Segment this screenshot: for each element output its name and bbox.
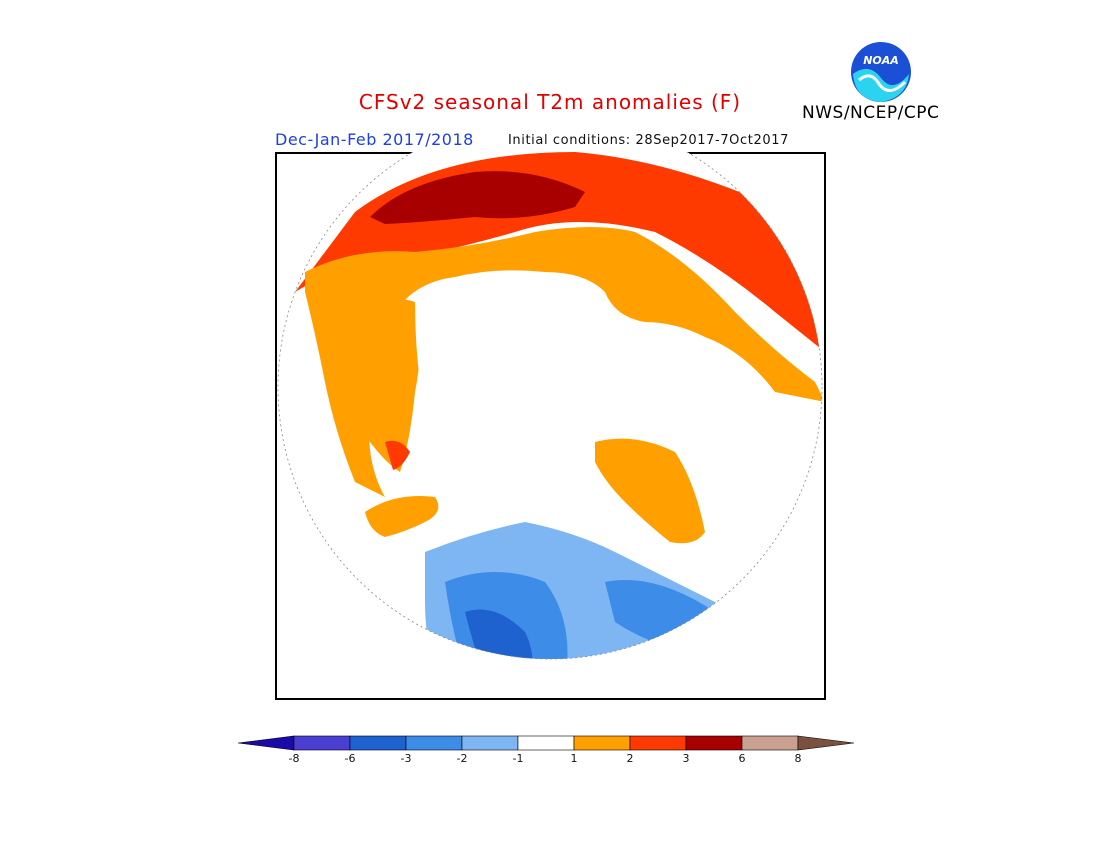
- colorbar-tick-label: -3: [400, 752, 412, 765]
- colorbar-bin: [349, 735, 407, 751]
- colorbar-bin: [405, 735, 463, 751]
- colorbar-tick-label: 2: [626, 752, 634, 765]
- map-title: CFSv2 seasonal T2m anomalies (F): [358, 90, 742, 114]
- colorbar-bin: [685, 735, 743, 751]
- colorbar: [238, 735, 855, 751]
- anomaly-region-us-dark-blue: [465, 609, 533, 659]
- colorbar-tick-label: 8: [794, 752, 802, 765]
- anomaly-region-eurasia-orange: [305, 227, 822, 497]
- colorbar-bin: [461, 735, 519, 751]
- colorbar-tick-label: -1: [512, 752, 524, 765]
- anomaly-region-europe: [365, 496, 439, 537]
- anomaly-region-greenland: [345, 298, 420, 472]
- colorbar-ticks: -8 -6 -3 -2 -1 1 2 3 6 8: [0, 752, 1100, 772]
- agency-label: NWS/NCEP/CPC: [802, 103, 940, 123]
- noaa-logo: NOAA: [851, 42, 911, 102]
- colorbar-tick-label: 1: [570, 752, 578, 765]
- anomaly-region-greenland-red: [385, 440, 410, 470]
- initial-conditions-label: Initial conditions: 28Sep2017-7Oct2017: [508, 133, 789, 148]
- colorbar-tick-label: 3: [682, 752, 690, 765]
- polar-map: [275, 152, 826, 700]
- globe-outline: [277, 152, 823, 660]
- noaa-logo-text: NOAA: [863, 54, 899, 67]
- colorbar-bin: [293, 735, 351, 751]
- anomaly-region-east-siberia: [595, 438, 705, 544]
- colorbar-bin: [741, 735, 799, 751]
- colorbar-bin: [238, 735, 295, 751]
- colorbar-bin: [797, 735, 855, 751]
- colorbar-bin: [629, 735, 687, 751]
- colorbar-bin: [573, 735, 631, 751]
- colorbar-tick-label: -2: [456, 752, 468, 765]
- anomaly-region-siberia-darkred: [370, 171, 585, 224]
- colorbar-tick-label: -6: [344, 752, 356, 765]
- anomaly-region-arctic-neutral: [415, 281, 629, 472]
- colorbar-tick-label: -8: [288, 752, 300, 765]
- colorbar-bin: [517, 735, 575, 751]
- season-label: Dec-Jan-Feb 2017/2018: [275, 130, 474, 149]
- colorbar-tick-label: 6: [738, 752, 746, 765]
